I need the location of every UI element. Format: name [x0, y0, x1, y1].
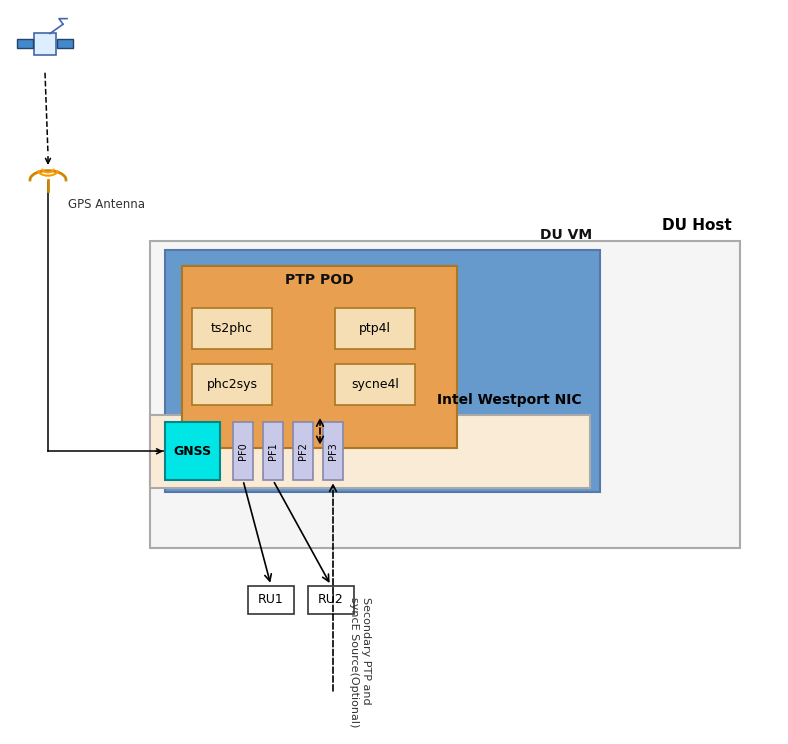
FancyBboxPatch shape — [293, 423, 313, 480]
FancyBboxPatch shape — [323, 423, 343, 480]
Text: DU Host: DU Host — [662, 218, 732, 233]
FancyBboxPatch shape — [233, 423, 253, 480]
Text: Intel Westport NIC: Intel Westport NIC — [437, 394, 582, 408]
FancyBboxPatch shape — [308, 586, 354, 614]
Text: PTP POD: PTP POD — [285, 273, 354, 287]
FancyBboxPatch shape — [150, 415, 590, 487]
Text: PF3: PF3 — [328, 443, 338, 460]
Text: RU1: RU1 — [258, 593, 284, 606]
FancyBboxPatch shape — [165, 423, 220, 480]
FancyBboxPatch shape — [182, 266, 457, 448]
FancyBboxPatch shape — [57, 39, 73, 48]
Text: phc2sys: phc2sys — [206, 378, 258, 391]
Text: Secondary PTP and
syncE Source(Optional): Secondary PTP and syncE Source(Optional) — [349, 597, 371, 727]
Text: GNSS: GNSS — [173, 445, 211, 458]
Text: DU VM: DU VM — [540, 228, 592, 243]
Text: PF0: PF0 — [238, 443, 248, 460]
Text: PF1: PF1 — [268, 443, 278, 460]
Text: RU2: RU2 — [318, 593, 344, 606]
FancyBboxPatch shape — [248, 586, 294, 614]
FancyBboxPatch shape — [335, 308, 415, 349]
Text: ptp4l: ptp4l — [359, 321, 391, 335]
FancyBboxPatch shape — [263, 423, 283, 480]
FancyBboxPatch shape — [17, 39, 33, 48]
Text: GPS Antenna: GPS Antenna — [68, 198, 145, 211]
Text: sycne4l: sycne4l — [351, 378, 399, 391]
FancyBboxPatch shape — [150, 240, 740, 548]
Text: PF2: PF2 — [298, 443, 308, 461]
FancyBboxPatch shape — [34, 33, 56, 55]
Text: ts2phc: ts2phc — [211, 321, 253, 335]
FancyBboxPatch shape — [192, 308, 272, 349]
FancyBboxPatch shape — [335, 364, 415, 405]
FancyBboxPatch shape — [165, 250, 600, 493]
FancyBboxPatch shape — [192, 364, 272, 405]
